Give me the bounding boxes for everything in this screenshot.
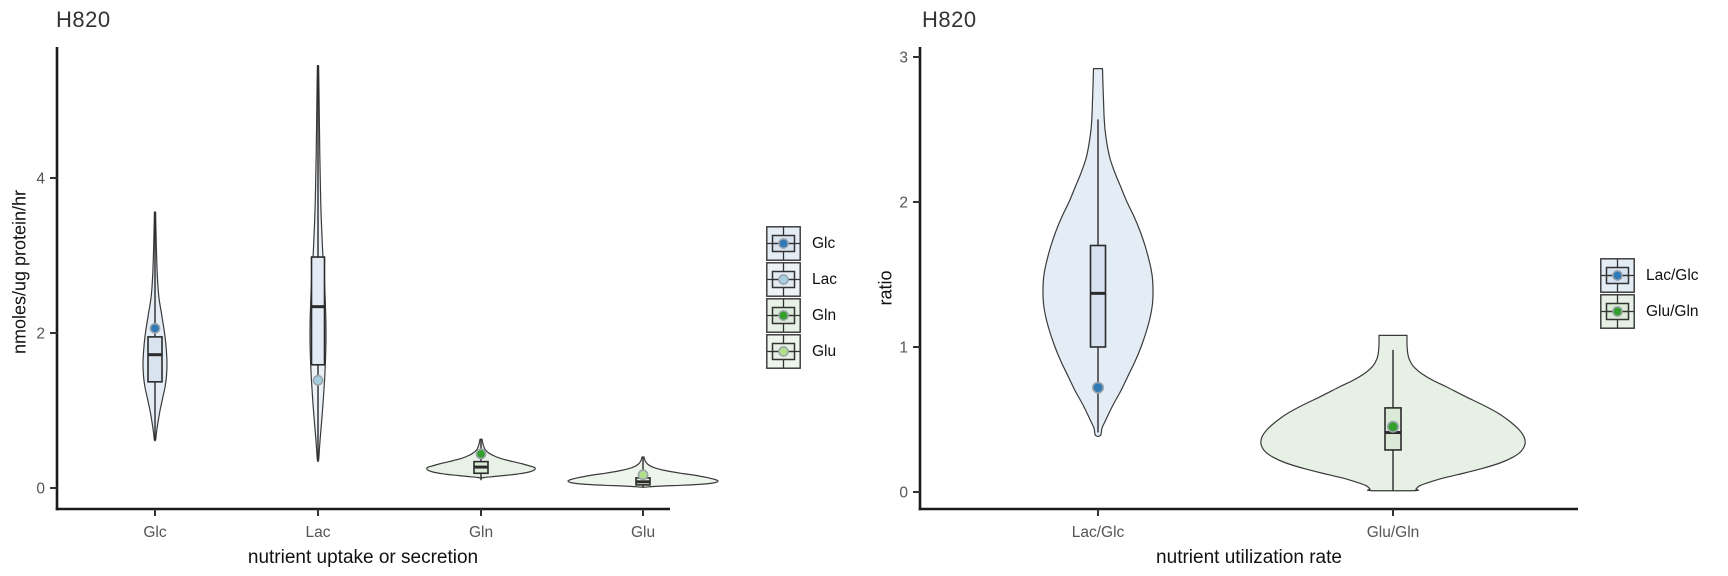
mean-point	[312, 374, 324, 386]
violin-key-icon	[766, 334, 801, 369]
x-tick-label: Glu/Gln	[1367, 524, 1420, 541]
right-legend: Lac/Glc Glu/Gln	[1600, 258, 1699, 329]
y-tick-label: 4	[36, 171, 45, 188]
violin-key-icon	[766, 298, 801, 333]
legend-item-lac: Lac	[766, 262, 837, 297]
box	[147, 336, 163, 383]
y-tick-label: 0	[899, 485, 908, 502]
violin-gln	[426, 438, 536, 481]
x-tick-label: Lac	[306, 524, 331, 541]
y-tick-label: 1	[899, 340, 908, 357]
mean-point	[475, 448, 487, 460]
right-y-axis-label: ratio	[875, 270, 896, 306]
box	[1089, 244, 1107, 348]
left-panel: 0 2 4 Glc Lac Gln Glu	[36, 47, 719, 541]
legend-item-lac-glc: Lac/Glc	[1600, 258, 1699, 293]
legend-label-lac-glc: Lac/Glc	[1646, 266, 1699, 284]
right-plot-title: H820	[922, 7, 977, 32]
x-tick-label: Gln	[469, 524, 493, 541]
legend-label-glu-gln: Glu/Gln	[1646, 302, 1699, 320]
mean-point	[1387, 420, 1400, 433]
mean-point	[1092, 381, 1105, 394]
legend-label-lac: Lac	[812, 270, 837, 288]
violin-lac	[309, 65, 327, 463]
mean-point	[637, 469, 649, 481]
right-panel: 0 1 2 3 Lac/Glc Glu/Gln	[899, 47, 1578, 541]
violin-key-icon	[766, 226, 801, 261]
y-tick-label: 0	[36, 481, 45, 498]
mean-point	[149, 322, 161, 334]
left-legend: Glc Lac Gln Glu	[766, 226, 837, 369]
y-tick-label: 3	[899, 50, 908, 67]
box	[310, 256, 326, 366]
x-tick-label: Glc	[143, 524, 167, 541]
y-tick-label: 2	[899, 195, 908, 212]
violin-lac-glc	[1042, 68, 1154, 437]
violin-glc	[142, 211, 168, 442]
left-y-axis-label: nmoles/ug protein/hr	[9, 189, 30, 355]
left-plot-title: H820	[56, 7, 111, 32]
right-x-axis-label: nutrient utilization rate	[1156, 547, 1342, 568]
legend-label-gln: Gln	[812, 306, 837, 324]
legend-item-gln: Gln	[766, 298, 837, 333]
left-x-axis-label: nutrient uptake or secretion	[247, 547, 479, 568]
violin-glu-gln	[1260, 334, 1526, 492]
y-tick-label: 2	[36, 326, 45, 343]
x-tick-label: Glu	[631, 524, 655, 541]
legend-item-glu-gln: Glu/Gln	[1600, 294, 1699, 329]
violin-key-icon	[766, 262, 801, 297]
violin-key-icon	[1600, 258, 1635, 293]
violin-glu	[567, 456, 719, 488]
legend-item-glu: Glu	[766, 334, 837, 369]
legend-label-glu: Glu	[812, 342, 837, 360]
legend-label-glc: Glc	[812, 234, 836, 252]
x-tick-label: Lac/Glc	[1072, 524, 1125, 541]
legend-item-glc: Glc	[766, 226, 837, 261]
violin-key-icon	[1600, 294, 1635, 329]
